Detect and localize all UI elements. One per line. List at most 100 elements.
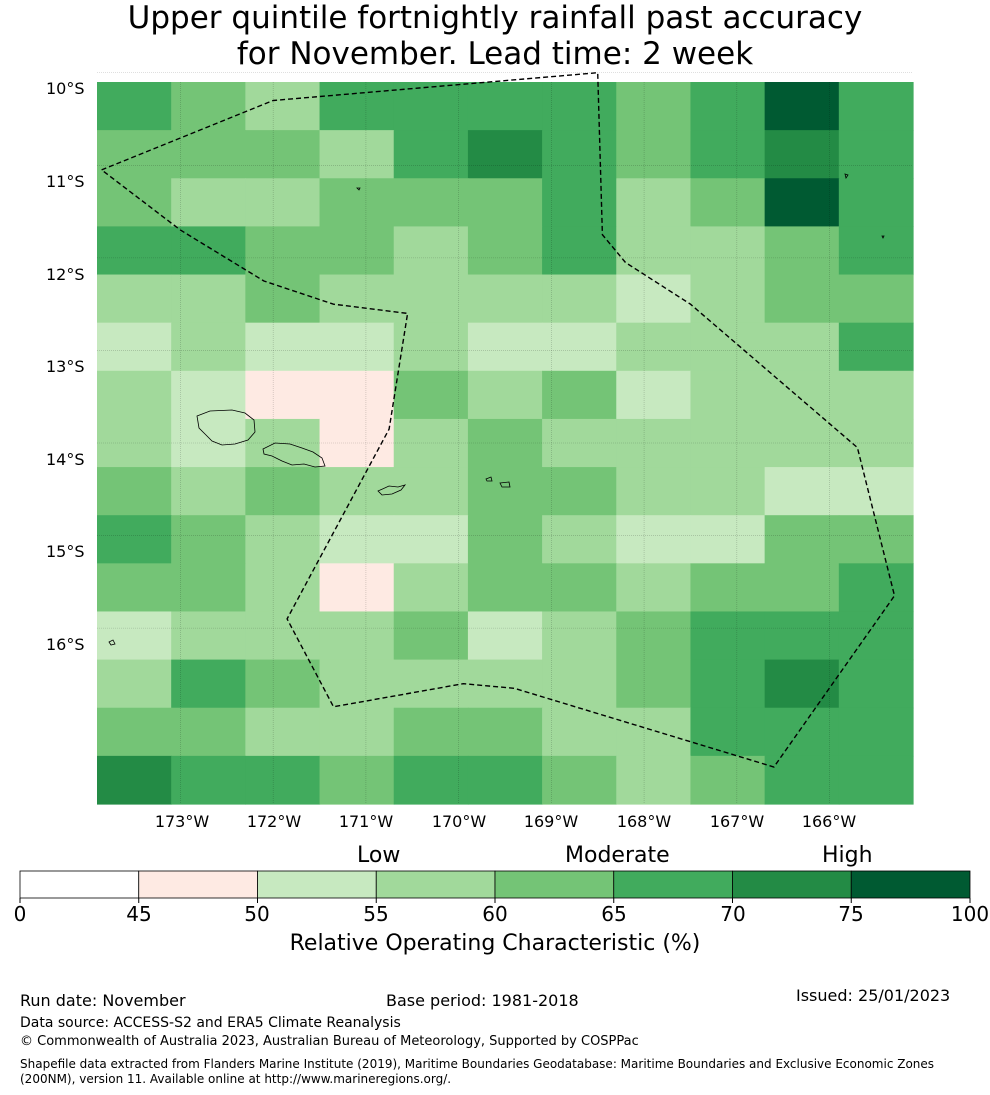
grid-cell: [542, 515, 617, 564]
lon-label-172w: 172°W: [246, 812, 302, 831]
grid-cell: [319, 611, 395, 661]
grid-cell: [542, 370, 617, 420]
grid-cell: [97, 611, 172, 661]
grid-cell: [97, 563, 172, 613]
grid-cell: [542, 178, 617, 227]
grid-cell: [764, 274, 840, 324]
grid-cell: [97, 755, 172, 805]
grid-cell: [467, 370, 543, 420]
grid-cell: [245, 322, 321, 372]
grid-cell: [245, 178, 321, 227]
lon-label-168w: 168°W: [616, 812, 672, 831]
grid-cell: [171, 82, 246, 131]
grid-cell: [838, 322, 914, 372]
grid-cell: [616, 755, 692, 805]
grid-cell: [467, 82, 543, 131]
island-east-2: [881, 235, 885, 239]
lon-label-173w: 173°W: [154, 812, 210, 831]
grid-cell: [690, 274, 766, 324]
grid-cell: [319, 467, 395, 516]
grid-cell: [542, 130, 617, 179]
colorbar-tick-70: 70: [720, 902, 746, 926]
grid-cell: [171, 611, 246, 661]
grid-cell: [838, 226, 914, 276]
grid-cell: [245, 130, 321, 179]
grid-cell: [690, 563, 766, 613]
grid-cell: [542, 659, 617, 709]
grid-cell: [616, 418, 692, 468]
colorbar-tick-100: 100: [950, 902, 990, 926]
grid-cell: [690, 611, 766, 661]
grid-cell: [171, 178, 246, 227]
grid-cell: [467, 611, 543, 661]
grid-cell: [616, 130, 692, 179]
grid-cell: [764, 467, 840, 516]
grid-cell: [171, 563, 246, 613]
lat-label-14s: 14°S: [46, 450, 85, 469]
grid-cell: [690, 659, 766, 709]
grid-cell: [171, 707, 246, 757]
shapefile-credit: Shapefile data extracted from Flanders M…: [20, 1057, 935, 1086]
grid-cell: [838, 274, 914, 324]
grid-cell: [245, 226, 321, 276]
grid-cell: [319, 226, 395, 276]
grid-cell: [97, 515, 172, 564]
grid-cell: [319, 274, 395, 324]
grid-cell: [690, 82, 766, 131]
grid-cell: [467, 226, 543, 276]
colorbar-tick-0: 0: [13, 902, 27, 926]
grid-cell: [616, 178, 692, 227]
grid-cell: [764, 563, 840, 613]
grid-cell: [542, 226, 617, 276]
grid-cell: [467, 418, 543, 468]
grid-cell: [97, 82, 172, 131]
grid-cell: [467, 322, 543, 372]
grid-cell: [319, 563, 395, 613]
base-period: Base period: 1981-2018: [386, 991, 579, 1010]
grid-cell: [764, 515, 840, 564]
grid-cell: [171, 515, 246, 564]
grid-cell: [393, 563, 469, 613]
grid-cell: [393, 82, 469, 131]
grid-cell: [97, 226, 172, 276]
grid-cell: [319, 178, 395, 227]
grid-cell: [393, 178, 469, 227]
grid-cell: [542, 755, 617, 805]
grid-cell: [838, 611, 914, 661]
island-ofu: [485, 476, 493, 482]
grid-cell: [319, 515, 395, 564]
grid-cell: [171, 130, 246, 179]
grid-cell: [542, 274, 617, 324]
lon-label-169w: 169°W: [523, 812, 579, 831]
grid-cell: [245, 515, 321, 564]
grid-cell: [171, 322, 246, 372]
grid-cell: [838, 467, 914, 516]
chart-title-line-1: Upper quintile fortnightly rainfall past…: [127, 0, 863, 36]
islands: [108, 173, 885, 646]
lon-label-166w: 166°W: [801, 812, 857, 831]
grid-cell: [467, 130, 543, 179]
grid-cell: [393, 467, 469, 516]
grid-cell: [97, 322, 172, 372]
grid-cell: [764, 178, 840, 227]
grid-cell: [838, 178, 914, 227]
grid-cell: [764, 707, 840, 757]
data-source: Data source: ACCESS-S2 and ERA5 Climate …: [20, 1015, 401, 1031]
grid-cell: [97, 659, 172, 709]
grid-cell: [542, 82, 617, 131]
island-west-1: [108, 639, 116, 646]
grid-cell: [393, 274, 469, 324]
grid-cell: [319, 370, 395, 420]
legend-category-low: Low: [357, 843, 401, 868]
grid-cell: [467, 707, 543, 757]
grid-cell: [467, 467, 543, 516]
grid-cell: [467, 515, 543, 564]
grid-cell: [616, 370, 692, 420]
grid-cell: [764, 82, 840, 131]
island-swains: [356, 187, 361, 191]
lat-label-11s: 11°S: [46, 172, 85, 191]
grid-cell: [319, 659, 395, 709]
grid-cell: [171, 467, 246, 516]
grid-cell: [690, 370, 766, 420]
